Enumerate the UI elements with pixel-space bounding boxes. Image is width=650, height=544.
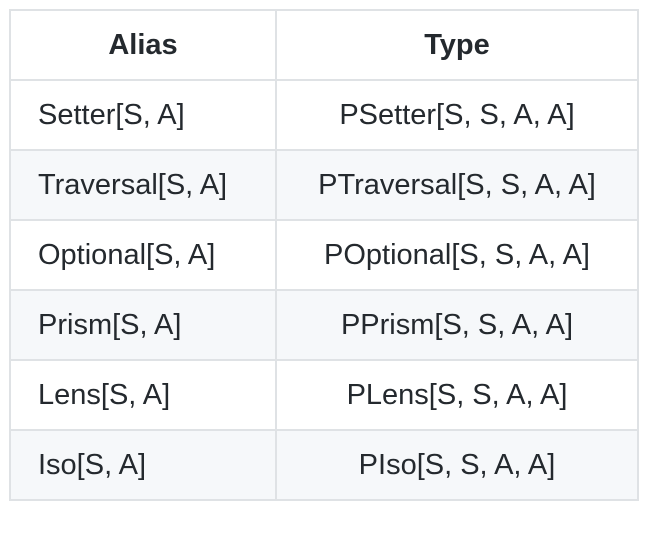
alias-cell: Traversal[S, A] bbox=[9, 149, 277, 221]
table-row: Prism[S, A] PPrism[S, S, A, A] bbox=[9, 289, 639, 361]
table-container: Alias Type Setter[S, A] PSetter[S, S, A,… bbox=[9, 9, 639, 501]
table-row: Lens[S, A] PLens[S, S, A, A] bbox=[9, 359, 639, 431]
type-cell: PLens[S, S, A, A] bbox=[275, 359, 639, 431]
alias-cell: Lens[S, A] bbox=[9, 359, 277, 431]
header-row: Alias Type bbox=[9, 9, 639, 81]
type-cell: PIso[S, S, A, A] bbox=[275, 429, 639, 501]
type-cell: PTraversal[S, S, A, A] bbox=[275, 149, 639, 221]
alias-cell: Iso[S, A] bbox=[9, 429, 277, 501]
type-cell: PPrism[S, S, A, A] bbox=[275, 289, 639, 361]
alias-cell: Optional[S, A] bbox=[9, 219, 277, 291]
alias-cell: Prism[S, A] bbox=[9, 289, 277, 361]
table-row: Setter[S, A] PSetter[S, S, A, A] bbox=[9, 79, 639, 151]
alias-type-table: Alias Type Setter[S, A] PSetter[S, S, A,… bbox=[9, 9, 639, 501]
type-column-header: Type bbox=[275, 9, 639, 81]
type-cell: POptional[S, S, A, A] bbox=[275, 219, 639, 291]
table-row: Optional[S, A] POptional[S, S, A, A] bbox=[9, 219, 639, 291]
alias-cell: Setter[S, A] bbox=[9, 79, 277, 151]
alias-column-header: Alias bbox=[9, 9, 277, 81]
type-cell: PSetter[S, S, A, A] bbox=[275, 79, 639, 151]
table-row: Iso[S, A] PIso[S, S, A, A] bbox=[9, 429, 639, 501]
table-row: Traversal[S, A] PTraversal[S, S, A, A] bbox=[9, 149, 639, 221]
